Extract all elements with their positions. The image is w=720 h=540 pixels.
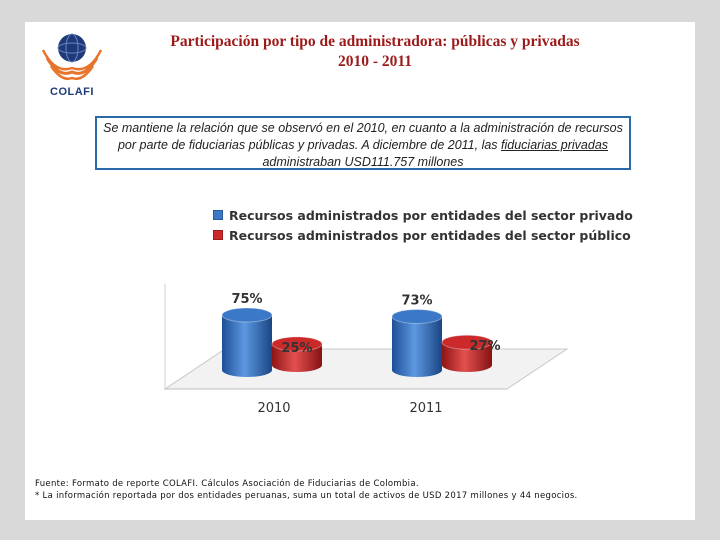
legend-item-private: Recursos administrados por entidades del… <box>213 205 633 225</box>
legend-label-private: Recursos administrados por entidades del… <box>229 207 633 223</box>
legend-swatch-public <box>213 230 223 240</box>
chart-bars <box>221 307 493 377</box>
callout-box: Se mantiene la relación que se observó e… <box>95 116 631 170</box>
data-label-2010-private: 75% <box>231 292 262 307</box>
bar-2010-public <box>271 336 323 372</box>
callout-underlined: fiduciarias privadas <box>501 138 609 152</box>
colafi-logo: COLAFI <box>37 28 107 100</box>
globe-icon <box>41 33 103 80</box>
callout-text-after: administraban USD111.757 millones <box>262 155 464 169</box>
logo-text: COLAFI <box>50 86 94 98</box>
footnote-note: * La información reportada por dos entid… <box>35 491 578 501</box>
chart-legend: Recursos administrados por entidades del… <box>213 205 633 245</box>
x-tick-2010: 2010 <box>257 401 290 416</box>
bar-2010-private <box>221 307 273 377</box>
bar-body <box>222 315 272 370</box>
footnote-source: Fuente: Formato de reporte COLAFI. Cálcu… <box>35 479 419 489</box>
legend-item-public: Recursos administrados por entidades del… <box>213 225 633 245</box>
bar-2011-private <box>391 308 443 377</box>
footnote: Fuente: Formato de reporte COLAFI. Cálcu… <box>35 478 685 502</box>
title-line-2: 2010 - 2011 <box>337 53 413 70</box>
bar-top <box>441 334 493 350</box>
data-label-2010-public: 25% <box>281 341 312 356</box>
bar-body <box>392 316 442 370</box>
bar-top <box>391 308 443 324</box>
title-line-1: Participación por tipo de administradora… <box>170 33 580 50</box>
legend-label-public: Recursos administrados por entidades del… <box>229 227 631 243</box>
bar-2011-public <box>441 334 493 372</box>
data-label-2011-private: 73% <box>401 293 432 308</box>
page-title: Participación por tipo de administradora… <box>120 32 630 72</box>
bar-chart: 75% 25% 2010 73% 27% 2011 <box>163 284 569 416</box>
legend-swatch-private <box>213 210 223 220</box>
callout-text-before: Se mantiene la relación que se observó e… <box>103 121 623 152</box>
data-label-2011-public: 27% <box>469 339 500 354</box>
bar-top <box>221 307 273 323</box>
bar-top <box>271 336 323 352</box>
slide: COLAFI Participación por tipo de adminis… <box>25 22 695 520</box>
x-tick-2011: 2011 <box>409 401 442 416</box>
chart-labels: 75% 25% 2010 73% 27% 2011 <box>231 292 500 416</box>
